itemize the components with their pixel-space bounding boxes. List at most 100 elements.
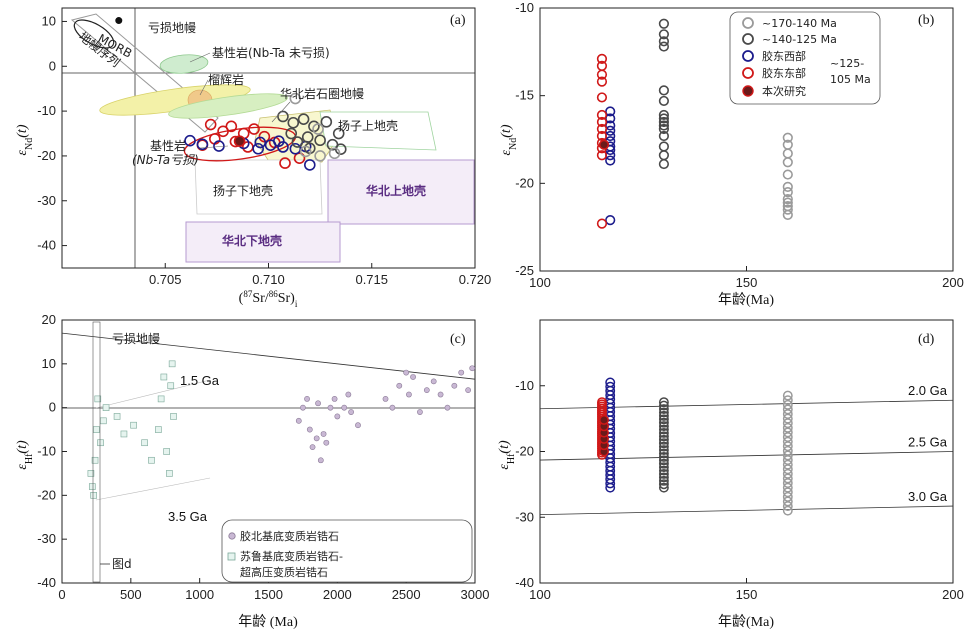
panel-d-point (782, 390, 793, 401)
panel-b-point (596, 150, 608, 161)
panel-a-point (225, 120, 238, 133)
panel-d-point (782, 409, 793, 419)
yangtze-upper-crust-field (319, 111, 437, 151)
x-tick-label: 2000 (323, 587, 352, 602)
panel-d-point (658, 482, 669, 493)
panel-d-reference-label: 2.5 Ga (908, 435, 948, 450)
panel-a-points (115, 17, 347, 171)
panel-a-leader-ncc-mantle (271, 101, 291, 123)
legend-label-125: ~125- (830, 57, 864, 70)
y-tick-label: -10 (515, 0, 534, 15)
panel-d-point (782, 473, 793, 484)
y-tick-label: -15 (515, 88, 534, 103)
panel-c-square-point (93, 426, 100, 433)
panel-b-ticks: 100 150 200 -10 -15 -20 -25 (515, 0, 964, 290)
x-tick-label: 100 (529, 275, 551, 290)
morb-field (73, 19, 115, 49)
panel-d-point (658, 441, 669, 452)
panel-d: (d) 2.0 Ga 2.5 Ga 3.0 Ga 100 150 200 -10 -20 -3… (497, 319, 964, 630)
panel-c-points (87, 360, 476, 499)
panel-b-point (596, 76, 608, 87)
panel-d-point (782, 432, 793, 442)
panel-d-point (782, 404, 793, 415)
panel-c-evolution-15 (95, 379, 211, 409)
panel-d-point (658, 400, 669, 411)
panel-a-x-axis-label: (87Sr/86Sr)i (239, 289, 298, 309)
panel-b-points (596, 18, 793, 229)
panel-d-point (782, 459, 793, 470)
panel-c-circle-point (300, 404, 306, 411)
panel-c-circle-point (469, 365, 476, 372)
panel-c-ticks: 0 500 1000 1500 2000 2500 3000 20 10 0 -10 -20 -30 -4… (37, 312, 489, 602)
y-tick-label: -20 (515, 175, 534, 190)
panel-a-ticks: 0.705 0.710 0.715 0.720 10 0 -10 -20 -30 -40 (37, 13, 491, 287)
x-tick-label: 200 (942, 275, 964, 290)
panel-b-point (605, 215, 616, 226)
panel-c-circle-point (295, 417, 302, 424)
x-tick-label: 0.720 (459, 272, 492, 287)
panel-a-point (291, 136, 304, 148)
panel-c-square-point (157, 395, 165, 403)
panel-c-square-point (163, 448, 170, 455)
panel-c-circle-point (313, 435, 320, 442)
legend-marker-170-140 (742, 17, 754, 29)
x-tick-label: 100 (529, 587, 551, 602)
panel-b-point (658, 120, 670, 131)
panel-d-point (782, 455, 793, 465)
panel-a-point (297, 113, 310, 125)
panel-c: (c) 0 500 1000 1500 2000 2500 3000 20 10 0 -10 -20 -… (15, 312, 489, 630)
panel-d-point (605, 381, 616, 392)
panel-c-circle-point (348, 409, 354, 415)
legend-label-east: 胶东东部 (762, 66, 806, 80)
panel-a-leader-mafic-unaltered (189, 52, 211, 63)
y-tick-label: -40 (37, 238, 56, 253)
panel-d-point (658, 407, 669, 418)
y-tick-label: -20 (515, 444, 534, 459)
panel-b-point (596, 92, 608, 103)
panel-d-point (658, 404, 669, 414)
panel-d-point (658, 451, 669, 462)
panel-d-point (658, 469, 669, 479)
panel-d-points (597, 377, 793, 516)
panel-c-square-point (130, 421, 137, 429)
panel-a-point (277, 110, 289, 123)
panel-b-point (605, 113, 616, 124)
panel-a-point (279, 157, 291, 169)
panel-a: (a) MORB 亏损地幔 地幔序列 基性岩(Nb-Ta 未亏损) 榴辉岩 华北… (15, 7, 491, 309)
panel-b-point (596, 109, 608, 121)
y-tick-label: -20 (37, 148, 56, 163)
panel-c-square-point (87, 470, 95, 477)
panel-b-point (658, 36, 670, 47)
panel-a-depleted-mantle-label: 亏损地幔 (148, 20, 196, 35)
panel-a-ncc-upper-label: 华北上地壳 (366, 183, 426, 198)
panel-c-square-point (100, 417, 107, 425)
panel-c-circle-point (355, 422, 361, 429)
panel-b-point (658, 158, 670, 170)
panel-d-point (782, 399, 793, 410)
panel-c-circle-point (306, 426, 313, 433)
panel-b-point (782, 204, 793, 215)
panel-c-circle-point (309, 444, 316, 451)
panel-b-point (782, 157, 793, 168)
panel-c-circle-point (327, 404, 334, 411)
panel-d-point (658, 438, 669, 449)
x-tick-label: 150 (736, 587, 758, 602)
panel-b-point (782, 169, 793, 180)
panel-a-point (233, 135, 246, 147)
panel-b-point (782, 181, 793, 192)
y-tick-label: -30 (515, 509, 534, 524)
panel-d-reference-line (539, 505, 954, 516)
panel-a-ncc-lower-label: 华北下地壳 (222, 233, 282, 248)
panel-a-point (314, 134, 326, 147)
panel-a-point (252, 142, 264, 155)
x-tick-label: 3000 (461, 587, 490, 602)
panel-d-point (782, 482, 793, 493)
panel-a-point (204, 118, 217, 131)
panel-b-point (605, 155, 616, 166)
yangtze-lower-crust-field (194, 159, 323, 215)
panel-d-point (658, 462, 669, 473)
y-tick-label: 10 (42, 356, 56, 371)
panel-b-point (605, 120, 616, 131)
panel-c-circle-point (410, 374, 416, 380)
panel-a-leader-mafic-depleted (199, 145, 229, 149)
